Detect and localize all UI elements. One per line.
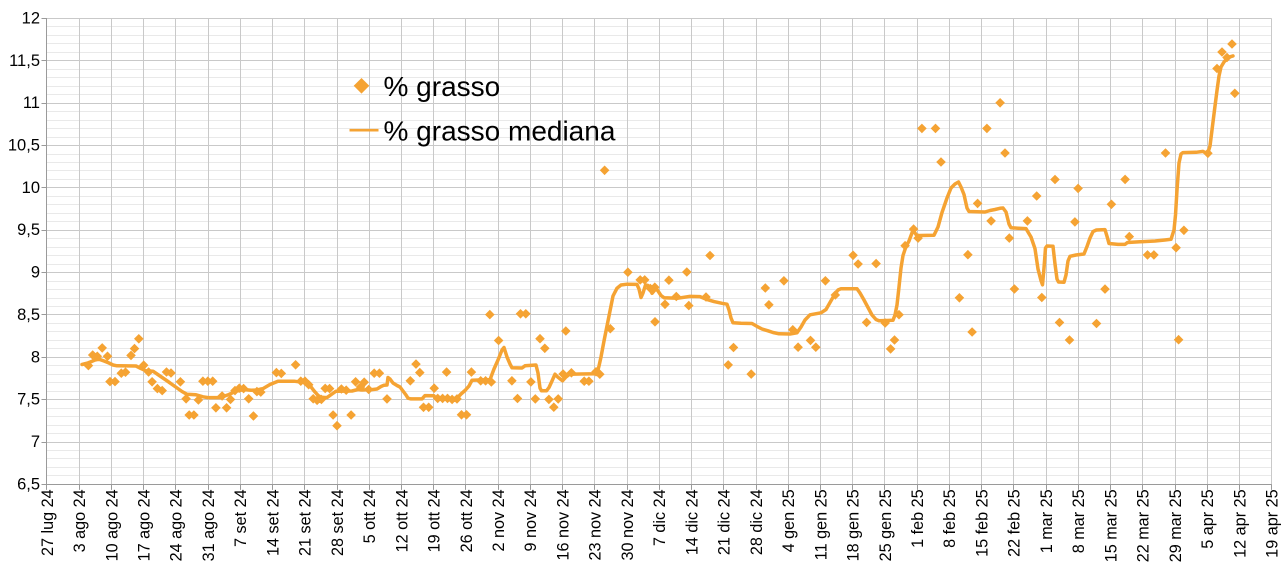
svg-text:8 mar 25: 8 mar 25 bbox=[1070, 489, 1088, 553]
svg-text:15 mar 25: 15 mar 25 bbox=[1102, 489, 1120, 562]
svg-text:29 mar 25: 29 mar 25 bbox=[1167, 489, 1185, 562]
svg-text:14 set 24: 14 set 24 bbox=[264, 489, 282, 556]
svg-text:10,5: 10,5 bbox=[8, 137, 40, 155]
svg-text:31 ago 24: 31 ago 24 bbox=[200, 489, 218, 561]
svg-text:10: 10 bbox=[22, 179, 40, 197]
svg-text:24 ago 24: 24 ago 24 bbox=[168, 489, 186, 561]
svg-text:4 gen 25: 4 gen 25 bbox=[780, 489, 798, 552]
svg-text:11 gen 25: 11 gen 25 bbox=[812, 489, 830, 560]
svg-text:8: 8 bbox=[31, 348, 40, 366]
svg-text:28 dic 24: 28 dic 24 bbox=[748, 489, 766, 555]
svg-text:% grasso: % grasso bbox=[384, 71, 501, 102]
svg-text:26 ott 24: 26 ott 24 bbox=[458, 489, 476, 552]
svg-text:7,5: 7,5 bbox=[17, 391, 40, 409]
svg-text:12: 12 bbox=[22, 10, 40, 28]
svg-text:6,5: 6,5 bbox=[17, 475, 40, 493]
svg-text:30 nov 24: 30 nov 24 bbox=[619, 489, 637, 560]
svg-text:27 lug 24: 27 lug 24 bbox=[39, 489, 57, 556]
svg-text:5 ott 24: 5 ott 24 bbox=[361, 489, 379, 543]
svg-text:2 nov 24: 2 nov 24 bbox=[490, 489, 508, 551]
svg-text:7 dic 24: 7 dic 24 bbox=[651, 489, 669, 546]
svg-text:9 nov 24: 9 nov 24 bbox=[522, 489, 540, 551]
svg-text:11: 11 bbox=[23, 94, 40, 112]
svg-text:25 gen 25: 25 gen 25 bbox=[877, 489, 895, 561]
svg-text:22 feb 25: 22 feb 25 bbox=[1006, 489, 1024, 557]
svg-text:19 apr 25: 19 apr 25 bbox=[1264, 489, 1282, 557]
svg-text:17 ago 24: 17 ago 24 bbox=[135, 489, 153, 561]
svg-text:19 ott 24: 19 ott 24 bbox=[426, 489, 444, 552]
svg-text:11,5: 11,5 bbox=[9, 52, 40, 70]
svg-text:15 feb 25: 15 feb 25 bbox=[973, 489, 991, 557]
svg-text:7: 7 bbox=[31, 433, 40, 451]
svg-text:12 apr 25: 12 apr 25 bbox=[1231, 489, 1249, 557]
svg-text:18 gen 25: 18 gen 25 bbox=[845, 489, 863, 561]
svg-text:9,5: 9,5 bbox=[17, 221, 40, 239]
svg-text:28 set 24: 28 set 24 bbox=[329, 489, 347, 556]
svg-text:7 set 24: 7 set 24 bbox=[232, 489, 250, 547]
svg-text:8,5: 8,5 bbox=[17, 306, 40, 324]
svg-text:5 apr 25: 5 apr 25 bbox=[1199, 489, 1217, 548]
svg-text:14 dic 24: 14 dic 24 bbox=[683, 489, 701, 555]
svg-text:3 ago 24: 3 ago 24 bbox=[71, 489, 89, 552]
svg-text:% grasso mediana: % grasso mediana bbox=[384, 115, 616, 146]
svg-text:23 nov 24: 23 nov 24 bbox=[587, 489, 605, 560]
svg-text:16 nov 24: 16 nov 24 bbox=[554, 489, 572, 560]
svg-text:21 dic 24: 21 dic 24 bbox=[716, 489, 734, 555]
svg-text:1 mar 25: 1 mar 25 bbox=[1038, 489, 1056, 553]
svg-text:9: 9 bbox=[31, 264, 40, 282]
svg-text:8 feb 25: 8 feb 25 bbox=[941, 489, 959, 548]
svg-text:12 ott 24: 12 ott 24 bbox=[393, 489, 411, 552]
svg-text:22 mar 25: 22 mar 25 bbox=[1135, 489, 1153, 562]
svg-text:10 ago 24: 10 ago 24 bbox=[103, 489, 121, 561]
svg-text:1 feb 25: 1 feb 25 bbox=[909, 489, 927, 548]
svg-text:21 set 24: 21 set 24 bbox=[297, 489, 315, 556]
